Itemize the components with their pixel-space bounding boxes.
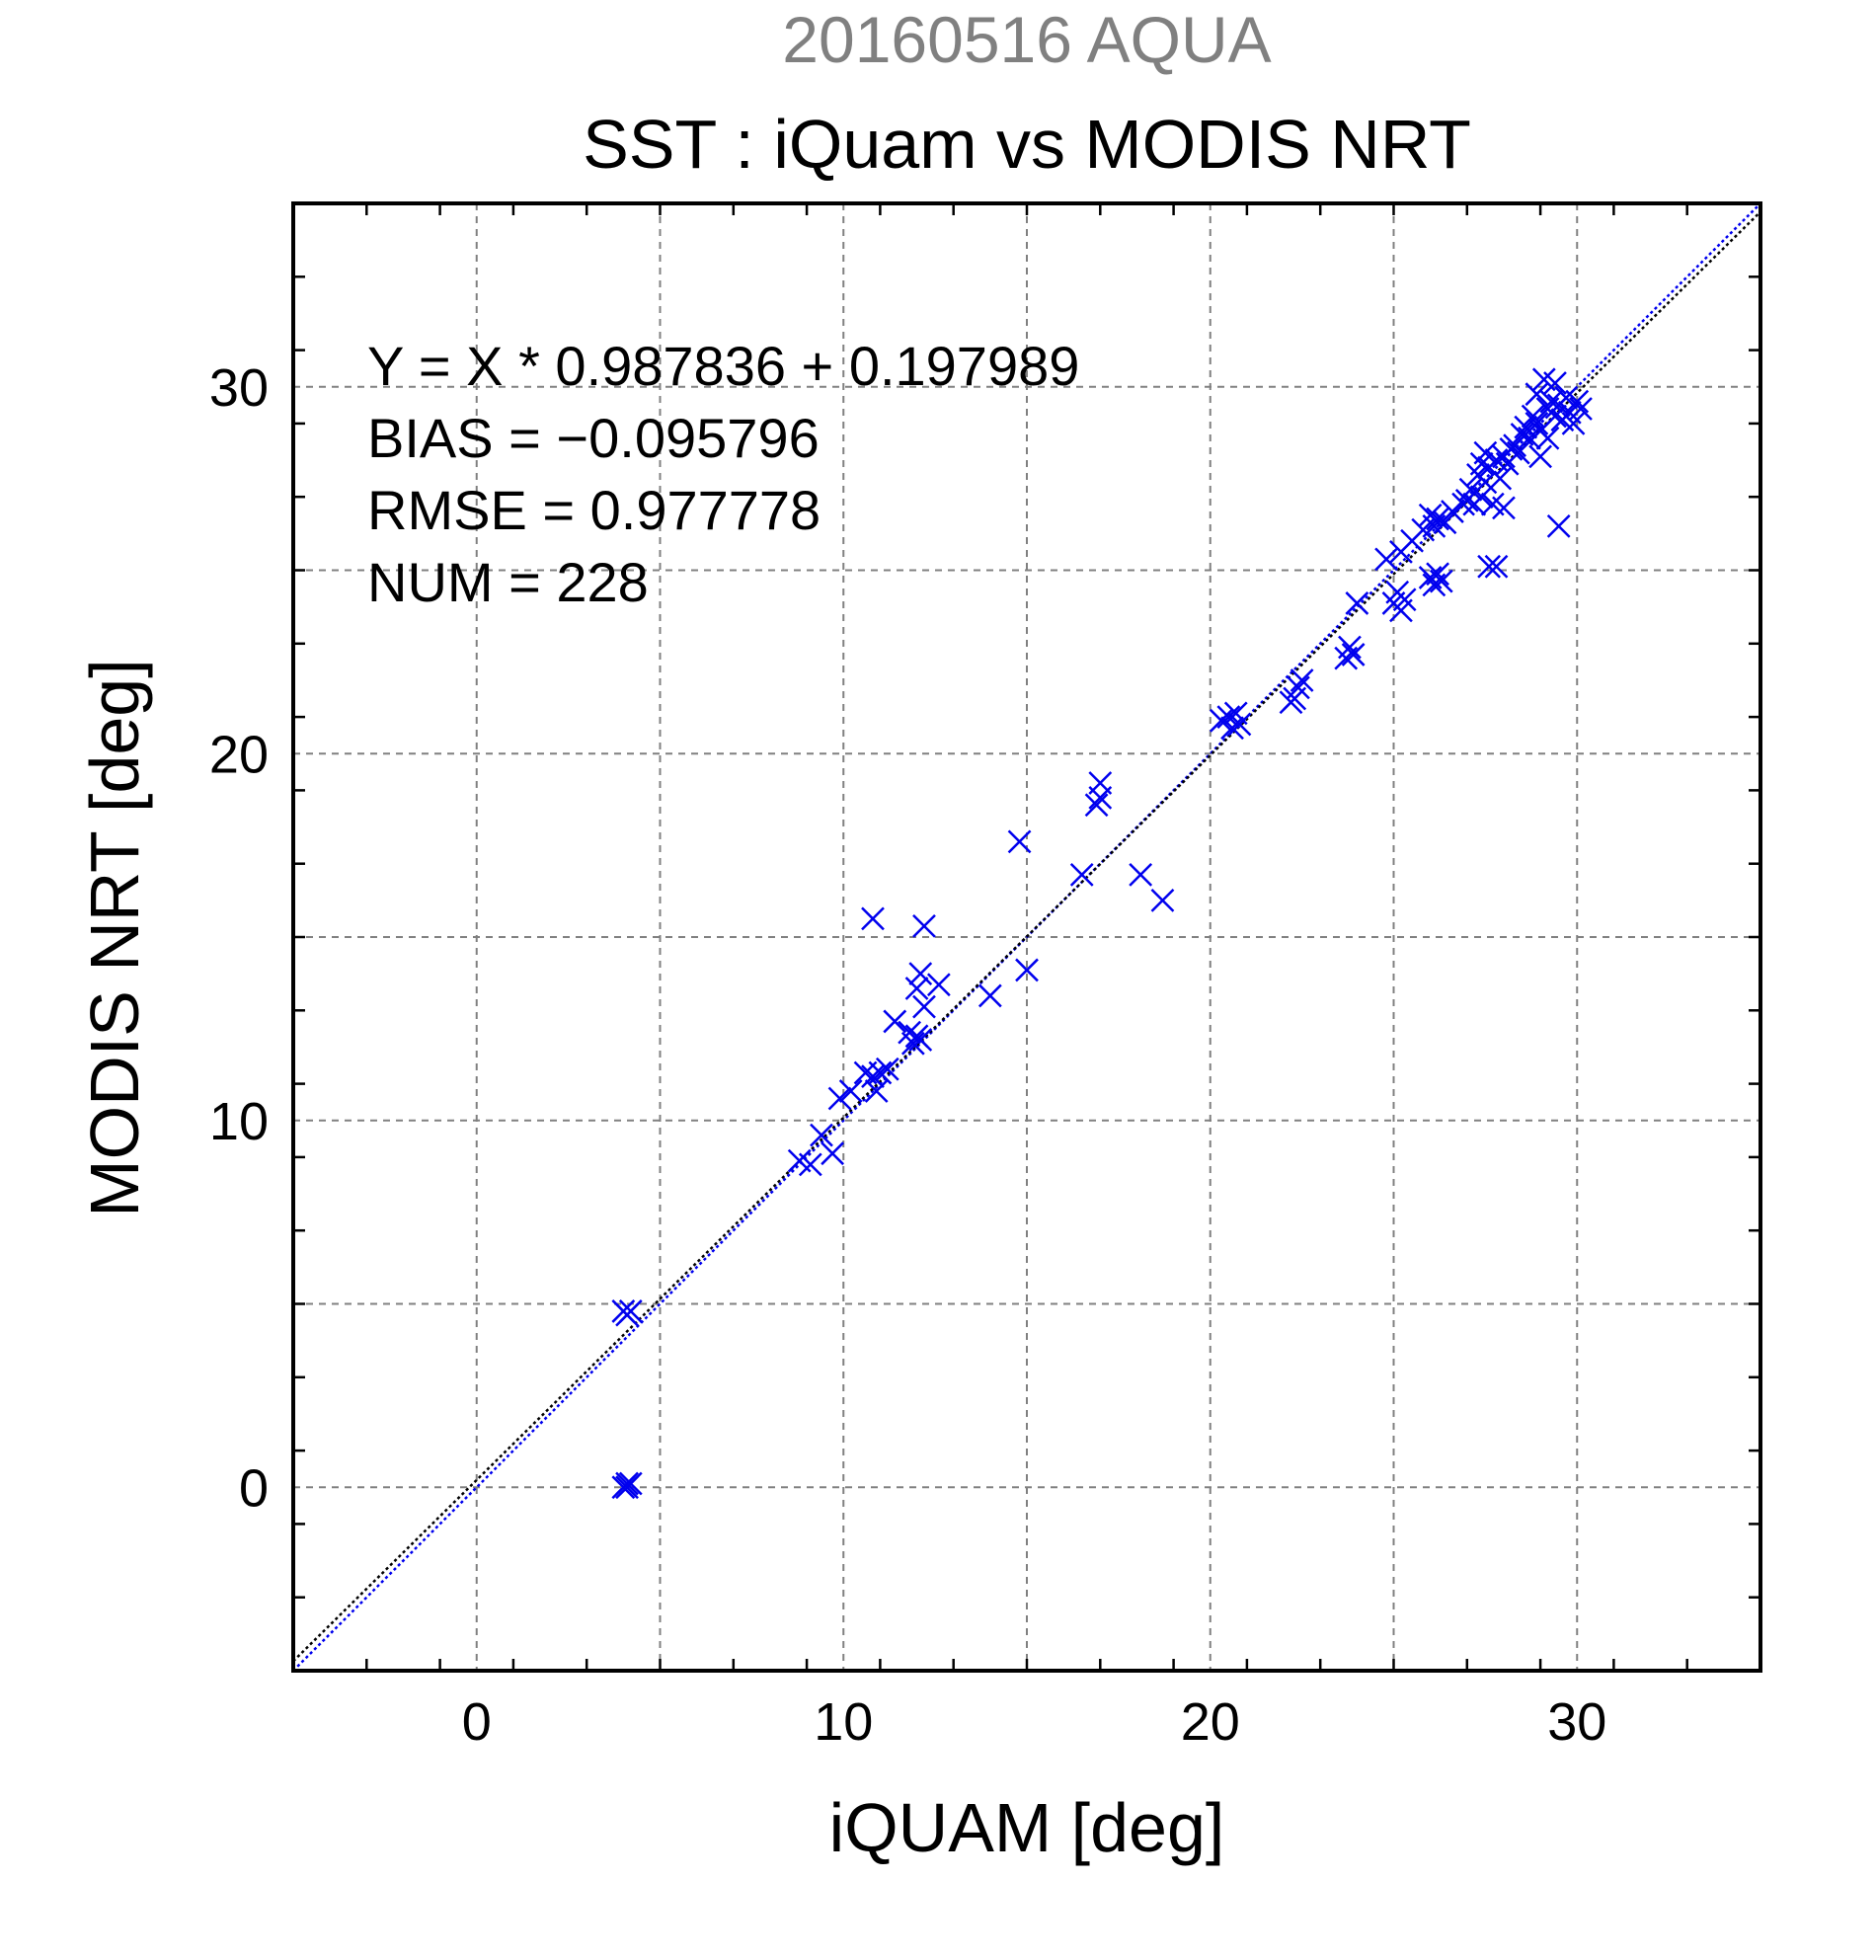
- data-point: [1015, 958, 1039, 982]
- data-point: [912, 913, 936, 938]
- data-point: [1374, 547, 1398, 572]
- data-point: [1477, 554, 1501, 579]
- data-point: [810, 1123, 833, 1147]
- x-tick-label: 20: [1181, 1692, 1240, 1752]
- stats-box: Y = X * 0.987836 + 0.197989 BIAS = −0.095…: [367, 335, 1079, 613]
- data-point: [926, 973, 951, 997]
- x-tick-label: 0: [462, 1692, 492, 1752]
- data-point: [1528, 444, 1552, 469]
- data-point: [1129, 862, 1153, 887]
- data-point: [883, 1009, 907, 1034]
- data-point: [1007, 829, 1032, 854]
- data-point: [827, 1086, 852, 1111]
- data-point: [1458, 477, 1483, 502]
- data-point: [868, 1060, 893, 1085]
- y-tick-label: 20: [209, 725, 269, 784]
- stats-line: RMSE = 0.977778: [367, 479, 821, 541]
- data-point: [1473, 470, 1498, 495]
- data-point: [1535, 426, 1560, 450]
- data-point: [838, 1079, 863, 1103]
- data-point: [1565, 389, 1590, 414]
- data-point: [900, 1031, 925, 1056]
- y-tick-label: 0: [239, 1458, 269, 1518]
- data-point: [1503, 433, 1526, 458]
- grid-lines: [293, 203, 1760, 1671]
- data-point: [1429, 569, 1453, 593]
- data-point: [1426, 562, 1449, 587]
- data-point: [1539, 389, 1564, 414]
- data-point: [611, 1299, 636, 1323]
- data-point: [611, 1475, 636, 1500]
- data-point: [1290, 668, 1314, 692]
- data-point: [618, 1299, 643, 1323]
- tick-labels: 0 10 20 30 0 10 20 30: [209, 358, 1606, 1752]
- data-point: [1543, 371, 1567, 395]
- data-point: [861, 1064, 885, 1089]
- data-point: [1561, 412, 1586, 435]
- y-axis-label: MODIS NRT [deg]: [76, 659, 153, 1216]
- data-point: [1510, 423, 1534, 446]
- stats-line: Y = X * 0.987836 + 0.197989: [367, 335, 1079, 397]
- data-point: [1287, 675, 1310, 700]
- chart-suptitle: 20160516 AQUA: [782, 3, 1271, 76]
- data-point: [1569, 397, 1593, 421]
- data-point: [908, 1028, 933, 1052]
- data-point: [1341, 643, 1366, 666]
- data-point: [1433, 510, 1457, 535]
- data-point: [1506, 440, 1530, 465]
- data-point: [1469, 485, 1494, 510]
- x-axis-label: iQUAM [deg]: [829, 1789, 1225, 1866]
- data-point: [798, 1152, 822, 1177]
- y-tick-label: 30: [209, 358, 269, 418]
- data-point: [1088, 771, 1113, 795]
- data-point: [1484, 554, 1509, 579]
- data-point: [1426, 507, 1449, 531]
- data-point: [1488, 466, 1513, 491]
- data-point: [1227, 712, 1252, 737]
- data-point: [1210, 708, 1233, 733]
- x-tick-label: 10: [814, 1692, 873, 1752]
- data-point: [1345, 591, 1369, 615]
- stats-line: BIAS = −0.095796: [367, 407, 820, 469]
- data-point: [864, 1079, 889, 1103]
- identity-line: [292, 202, 1761, 1672]
- data-point: [904, 977, 929, 1000]
- data-point: [875, 1057, 899, 1081]
- data-point: [977, 983, 1002, 1008]
- stats-line: NUM = 228: [367, 551, 649, 613]
- data-point: [1150, 888, 1175, 912]
- data-point: [1524, 382, 1549, 407]
- data-point: [1069, 862, 1094, 887]
- data-point: [1473, 440, 1498, 465]
- data-point: [912, 994, 936, 1019]
- data-point: [1546, 514, 1571, 538]
- data-point: [821, 1141, 844, 1166]
- data-point: [618, 1471, 643, 1496]
- data-point: [908, 962, 933, 986]
- data-point: [1220, 716, 1244, 741]
- axis-ticks: [293, 203, 1760, 1671]
- data-point: [1441, 500, 1464, 523]
- data-point: [861, 906, 885, 931]
- data-point: [1521, 404, 1545, 429]
- data-point: [1518, 426, 1541, 450]
- x-tick-label: 30: [1547, 1692, 1606, 1752]
- chart-title: SST : iQuam vs MODIS NRT: [583, 106, 1471, 183]
- data-point: [1492, 496, 1516, 520]
- data-point: [1524, 412, 1549, 435]
- data-point: [1392, 588, 1417, 612]
- data-points: [611, 367, 1593, 1500]
- data-point: [1338, 635, 1362, 660]
- data-point: [1084, 793, 1109, 818]
- y-tick-label: 10: [209, 1092, 269, 1151]
